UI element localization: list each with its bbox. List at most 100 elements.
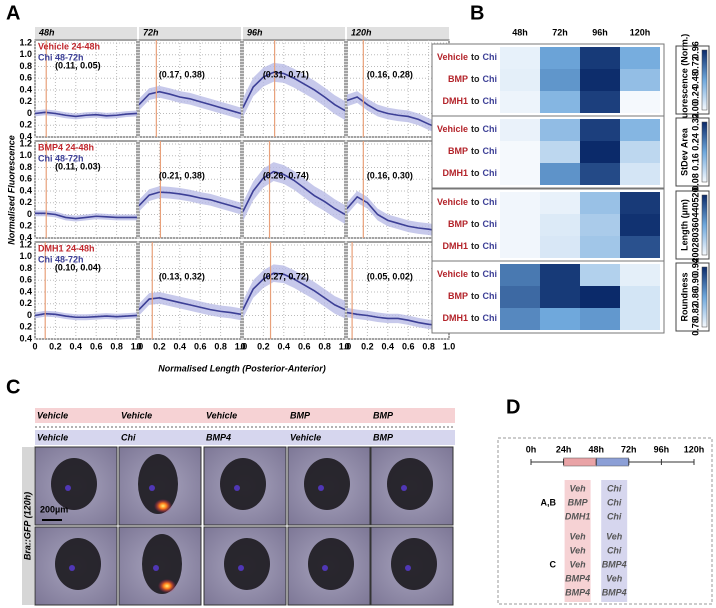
panel-letter: B [470, 2, 484, 24]
colorbar-tick: 0.90 [690, 273, 700, 291]
row-label-part: BMP [448, 74, 468, 84]
nuclear-signal [322, 565, 328, 571]
mean-line [242, 71, 346, 112]
heat-cell [540, 141, 580, 163]
mean-line [138, 191, 242, 210]
heat-cell [620, 214, 660, 236]
y-tick-label: 0.2 [19, 322, 32, 332]
y-tick-label: 1.2 [19, 138, 32, 148]
mean-line [242, 272, 346, 311]
confidence-band [243, 62, 345, 120]
peak-annotation: (0.05, 0.02) [367, 271, 413, 281]
first-treatment: BMP [373, 410, 394, 420]
column-header-bg [139, 27, 241, 39]
heat-cell [540, 119, 580, 141]
condition-strip [35, 430, 455, 445]
heat-cell [540, 236, 580, 258]
colorbar-tick: 200 [690, 247, 700, 262]
heat-cell [580, 308, 620, 330]
mean-line [34, 111, 138, 118]
colorbar-title: Roundness [679, 272, 689, 321]
row-label-part: Vehicle [437, 197, 468, 207]
row-label-part: Chi [483, 219, 498, 229]
colorbar-tick: 0.86 [690, 288, 700, 306]
heat-cell [500, 69, 540, 91]
row-label-part: Chi [483, 197, 498, 207]
treatment: Veh [570, 531, 587, 541]
row-label-part: BMP [448, 146, 468, 156]
mean-line [35, 212, 137, 220]
colorbar-tick: 0.32 [690, 113, 700, 131]
row-chi: Chi 48-72h [38, 254, 84, 264]
row-label-part: to [471, 241, 480, 251]
y-tick-label: 0.4 [19, 333, 32, 343]
treatment: Chi [607, 483, 622, 493]
colorbar-tick: 0.72 [690, 56, 700, 74]
heat-cell [500, 141, 540, 163]
side-strip [22, 447, 34, 605]
column-header-bg [243, 27, 345, 39]
timeline-label: 72h [621, 444, 637, 454]
row-label-part: to [471, 52, 480, 62]
row-label-part: to [471, 313, 480, 323]
row-label-part: BMP [448, 219, 468, 229]
condition-strip [35, 408, 455, 423]
heat-cell [620, 236, 660, 258]
y-tick-label: 0.8 [19, 162, 32, 172]
x-tick-label: 0.2 [153, 341, 166, 351]
confidence-band [35, 109, 137, 120]
colorbar-title: StDev Area [679, 127, 689, 176]
row-label-part: to [471, 96, 480, 106]
organoid [308, 538, 354, 590]
colorbar-tick: 0.08 [690, 173, 700, 191]
row-label-part: Vehicle [437, 269, 468, 279]
column-header-bg [347, 27, 449, 39]
row-label-part: Chi [483, 291, 498, 301]
y-tick-label: 1.2 [19, 37, 32, 47]
row-treatment: BMP4 24-48h [38, 142, 94, 152]
y-tick-label: 0.6 [19, 275, 32, 285]
row-label-part: Chi [483, 52, 498, 62]
y-tick-label: 0 [27, 310, 32, 320]
nuclear-signal [401, 485, 407, 491]
row-label-part: Vehicle [437, 52, 468, 62]
timeline-label: 48h [588, 444, 604, 454]
peak-annotation: (0.21, 0.38) [159, 170, 205, 180]
x-tick-label: 0.8 [318, 341, 331, 351]
confidence-band [347, 91, 449, 135]
heat-cell [580, 163, 620, 185]
nuclear-signal [65, 485, 71, 491]
heat-cell [620, 69, 660, 91]
first-treatment: BMP [290, 410, 311, 420]
x-tick-label: 0 [136, 341, 141, 351]
y-tick-label: 1.2 [19, 239, 32, 249]
organoid [387, 458, 433, 510]
x-tick-label: 0.8 [110, 341, 123, 351]
organoid [224, 538, 270, 590]
treatment: Veh [570, 559, 587, 569]
row-label: DMH1 to Chi [442, 96, 497, 106]
nuclear-signal [69, 565, 75, 571]
y-tick-label: 1.0 [19, 251, 32, 261]
column-header: 120h [351, 27, 372, 37]
row-label-part: DMH1 [442, 313, 468, 323]
column-header: 72h [552, 27, 568, 37]
row-treatment: Vehicle 24-48h [38, 41, 100, 51]
treatment: Chi [607, 497, 622, 507]
y-tick-label: 0.4 [19, 131, 32, 141]
first-treatment: Vehicle [206, 410, 237, 420]
row-label-part: to [471, 197, 480, 207]
y-tick-label: 0.2 [19, 298, 32, 308]
heat-cell [580, 141, 620, 163]
heat-cell [580, 47, 620, 69]
phase-bar [563, 457, 597, 467]
organoid [304, 458, 350, 510]
nuclear-signal [149, 485, 155, 491]
y-tick-label: 0.2 [19, 96, 32, 106]
column-header: 72h [143, 27, 159, 37]
treatment: Chi [607, 545, 622, 555]
colorbar-tick: 440 [690, 202, 700, 217]
second-treatment: Chi [121, 432, 136, 442]
panel-letter: C [6, 376, 20, 398]
